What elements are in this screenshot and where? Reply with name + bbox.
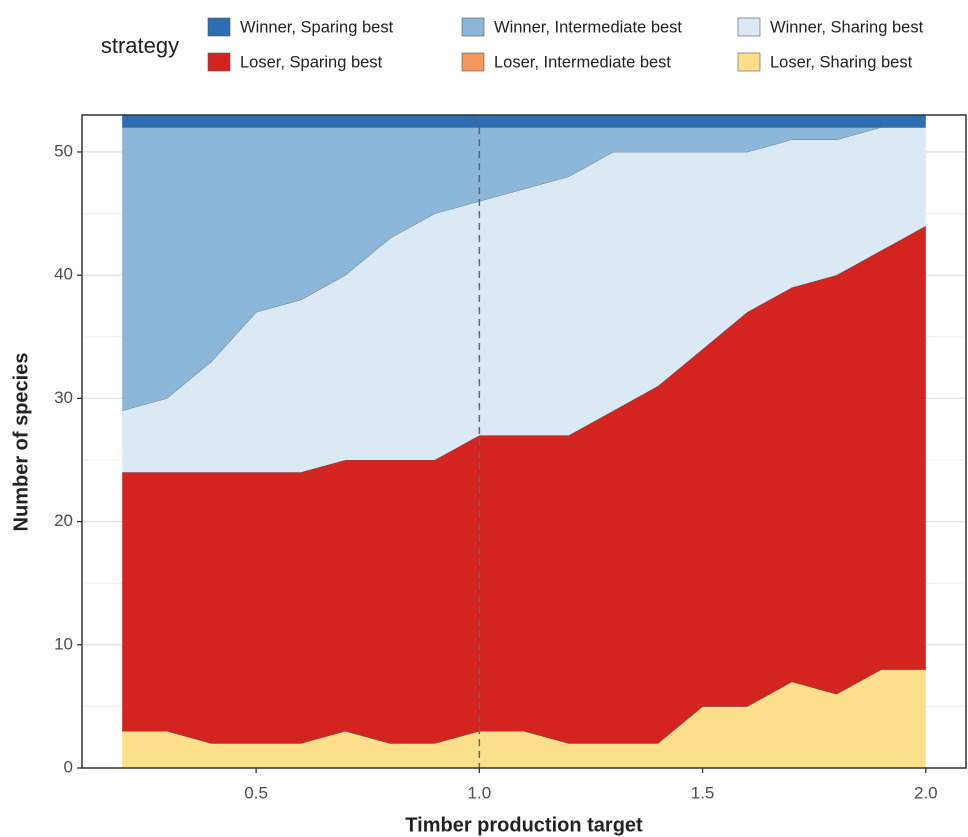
legend-key [207,52,231,72]
y-tick-label: 20 [54,511,73,530]
x-tick-label: 1.0 [468,783,492,802]
x-tick-label: 1.5 [691,783,715,802]
legend-label: Loser, Intermediate best [494,53,671,71]
y-tick-label: 10 [54,634,73,653]
area-edge [122,225,926,473]
x-axis-title: Timber production target [405,814,643,836]
legend-label: Loser, Sharing best [770,53,913,71]
area [122,127,926,473]
legend-label: Winner, Sharing best [770,18,924,36]
area [122,127,926,411]
y-tick-label: 50 [54,141,73,160]
area [122,115,926,128]
legend-key [737,52,761,72]
area [122,225,926,744]
legend-key [737,17,761,37]
legend-label: Loser, Sparing best [240,53,383,71]
legend-key [461,17,485,37]
legend-key [461,52,485,72]
legend-title: strategy [101,33,179,58]
x-tick-label: 0.5 [244,783,268,802]
y-tick-label: 30 [54,388,73,407]
panel-border [81,114,967,769]
x-tick-label: 2.0 [914,783,938,802]
area [122,669,926,768]
y-axis-title: Number of species [10,353,32,532]
legend-key [207,17,231,37]
y-tick-label: 40 [54,265,73,284]
legend-label: Winner, Intermediate best [494,18,682,36]
legend-label: Winner, Sparing best [240,18,394,36]
y-tick-label: 0 [64,757,73,776]
area-edge [122,669,926,744]
